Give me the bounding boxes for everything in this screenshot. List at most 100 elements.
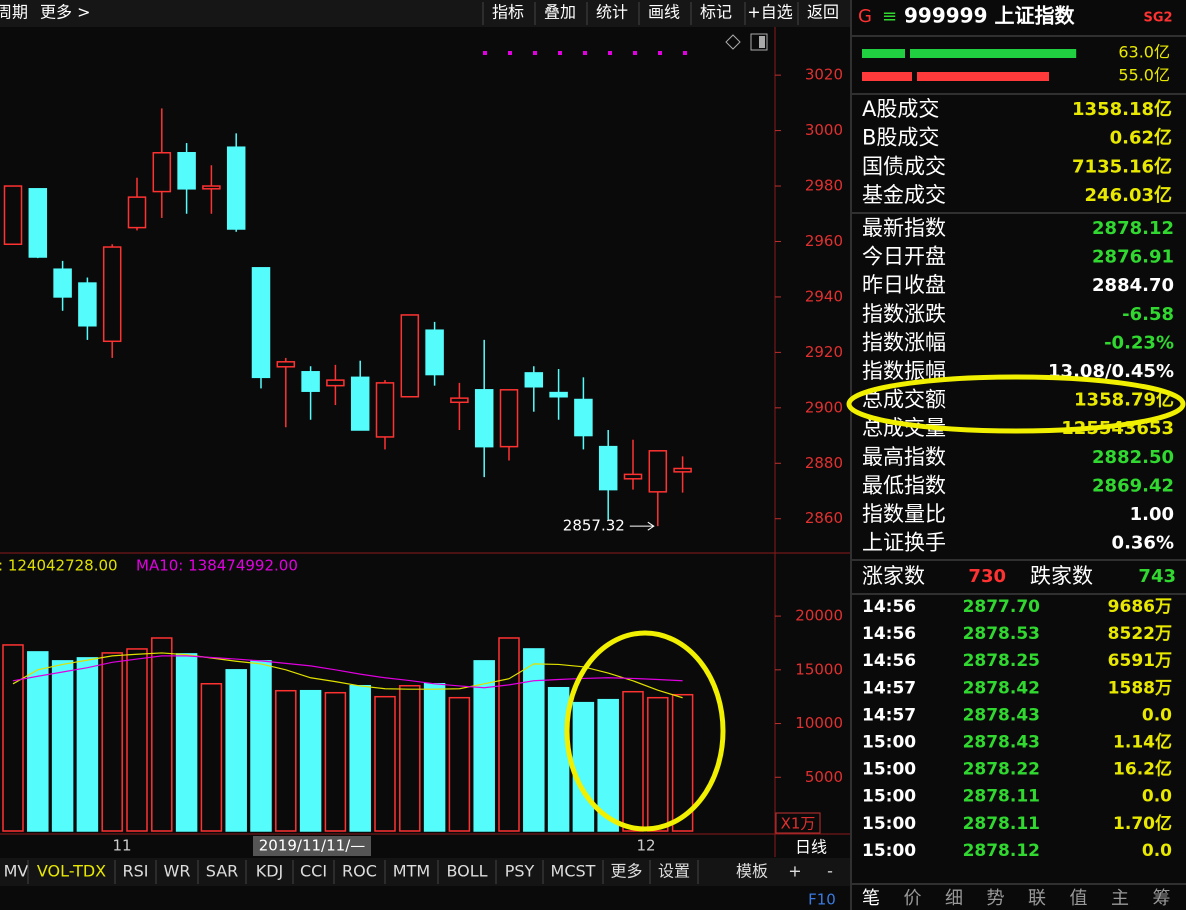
- tick-time: 14:56: [862, 651, 916, 671]
- side-tab[interactable]: 主: [1111, 888, 1129, 909]
- y-tick-label: 5000: [805, 768, 843, 786]
- indicator-tab[interactable]: SAR: [206, 862, 239, 881]
- side-tab[interactable]: 细: [945, 888, 963, 909]
- candle-body: [400, 314, 420, 398]
- stat-value: -0.23%: [1104, 332, 1174, 353]
- side-tab[interactable]: 值: [1070, 888, 1088, 909]
- toolbar-item[interactable]: 返回: [807, 3, 839, 22]
- side-tab[interactable]: 笔: [862, 888, 880, 909]
- volume-bar: [374, 695, 396, 832]
- toolbar-item[interactable]: 画线: [648, 3, 680, 22]
- side-tab[interactable]: 筹: [1153, 888, 1171, 909]
- tick-time: 15:00: [862, 760, 916, 780]
- stat-value: 2882.50: [1092, 447, 1174, 468]
- volume-bar: [622, 690, 644, 832]
- candle-body: [152, 152, 172, 193]
- tick-price: 2878.22: [963, 760, 1040, 780]
- template-tab[interactable]: 模板: [736, 862, 768, 881]
- toolbar-item[interactable]: 统计: [596, 3, 628, 22]
- candle-body: [499, 389, 519, 448]
- toolbar-item[interactable]: 标记: [700, 3, 732, 22]
- cursor-date-box: [253, 836, 371, 856]
- low-arrow: [629, 521, 655, 531]
- indicator-tab[interactable]: MCST: [551, 862, 596, 881]
- candle-body: [202, 185, 221, 190]
- volume-bar: [349, 684, 371, 832]
- indicator-tab[interactable]: ROC: [342, 862, 377, 881]
- volume-bar: [498, 637, 520, 832]
- stat-value: 2876.91: [1092, 247, 1174, 268]
- f10-link[interactable]: F10: [808, 891, 836, 909]
- tick-volume: 0.0: [1142, 705, 1172, 725]
- tick-time: 14:56: [862, 624, 916, 644]
- candle-body: [425, 329, 444, 376]
- side-tab[interactable]: 联: [1028, 888, 1046, 909]
- toolbar-item[interactable]: 周期: [0, 3, 28, 22]
- breadth-label: 跌家数: [1030, 564, 1093, 588]
- stat-value: 2878.12: [1092, 218, 1174, 239]
- stat-value: 2869.42: [1092, 475, 1174, 496]
- y-tick-label: 2920: [805, 343, 843, 361]
- indicator-tab[interactable]: PSY: [505, 862, 535, 881]
- volume-bar: [547, 686, 570, 832]
- indicator-tab[interactable]: VOL-TDX: [37, 862, 106, 881]
- tick-price: 2878.11: [963, 814, 1040, 834]
- tick-time: 15:00: [862, 733, 916, 753]
- tick-price: 2878.25: [963, 651, 1040, 671]
- candle-body: [474, 389, 494, 448]
- candle-body: [673, 467, 692, 473]
- y-tick-label: 2960: [805, 232, 843, 250]
- indicator-tab[interactable]: RSI: [123, 862, 149, 881]
- indicator-tab[interactable]: WR: [164, 862, 191, 881]
- indicator-tab[interactable]: 设置: [658, 862, 690, 881]
- side-tab[interactable]: 价: [904, 888, 922, 909]
- indicator-tab[interactable]: 更多: [610, 862, 642, 881]
- breadth-label: 涨家数: [862, 564, 925, 588]
- toolbar-item[interactable]: 叠加: [544, 3, 576, 22]
- bar-gap: [905, 48, 910, 59]
- toolbar-item[interactable]: 更多 >: [40, 3, 91, 22]
- turnover-value: 0.62亿: [1110, 127, 1172, 149]
- side-tab[interactable]: 势: [987, 888, 1005, 909]
- stat-value: 0.36%: [1112, 533, 1174, 554]
- volume-bar: [275, 689, 297, 832]
- volume-bar: [151, 637, 173, 832]
- y-tick-label: 2980: [805, 177, 843, 195]
- template-tab[interactable]: +: [788, 862, 801, 881]
- template-tab[interactable]: -: [827, 862, 833, 881]
- icon: [759, 36, 765, 48]
- indicator-tab[interactable]: BOLL: [446, 862, 487, 881]
- toolbar-item[interactable]: +自选: [747, 3, 792, 22]
- tick-time: 15:00: [862, 841, 916, 861]
- volume-bar: [324, 691, 347, 832]
- candle-body: [574, 398, 593, 437]
- tick-time: 15:00: [862, 814, 916, 834]
- candle-body: [226, 146, 246, 230]
- stat-label: 上证换手: [862, 531, 946, 555]
- turnover-value: 246.03亿: [1085, 184, 1172, 206]
- ma-label: : 124042728.00: [0, 557, 118, 575]
- market-flag: G: [858, 6, 872, 27]
- tick-time: 15:00: [862, 787, 916, 807]
- ma-line: [12, 652, 683, 699]
- volume-bar: [448, 696, 471, 832]
- indicator-tab[interactable]: MTM: [393, 862, 430, 881]
- stat-label: 指数量比: [862, 502, 946, 526]
- tick-price: 2878.53: [963, 624, 1040, 644]
- x-label: 2019/11/11/—: [259, 837, 366, 855]
- volume-bar: [175, 653, 198, 832]
- indicator-tab[interactable]: KDJ: [256, 862, 284, 881]
- volume-bar: [2, 644, 24, 832]
- indicator-tab[interactable]: MV: [4, 862, 29, 881]
- menu-icon[interactable]: ≡: [882, 6, 897, 27]
- toolbar-item[interactable]: 指标: [492, 3, 524, 22]
- breadth-up: 730: [968, 566, 1006, 587]
- volume-bar: [597, 698, 619, 832]
- indicator-tab[interactable]: CCI: [300, 862, 327, 881]
- y-tick-label: 2900: [805, 398, 843, 416]
- volume-bar: [76, 657, 99, 832]
- volume-bar: [225, 669, 247, 832]
- tick-price: 2878.12: [963, 841, 1040, 861]
- y-tick-label: 2880: [805, 454, 843, 472]
- candle-body: [350, 376, 370, 431]
